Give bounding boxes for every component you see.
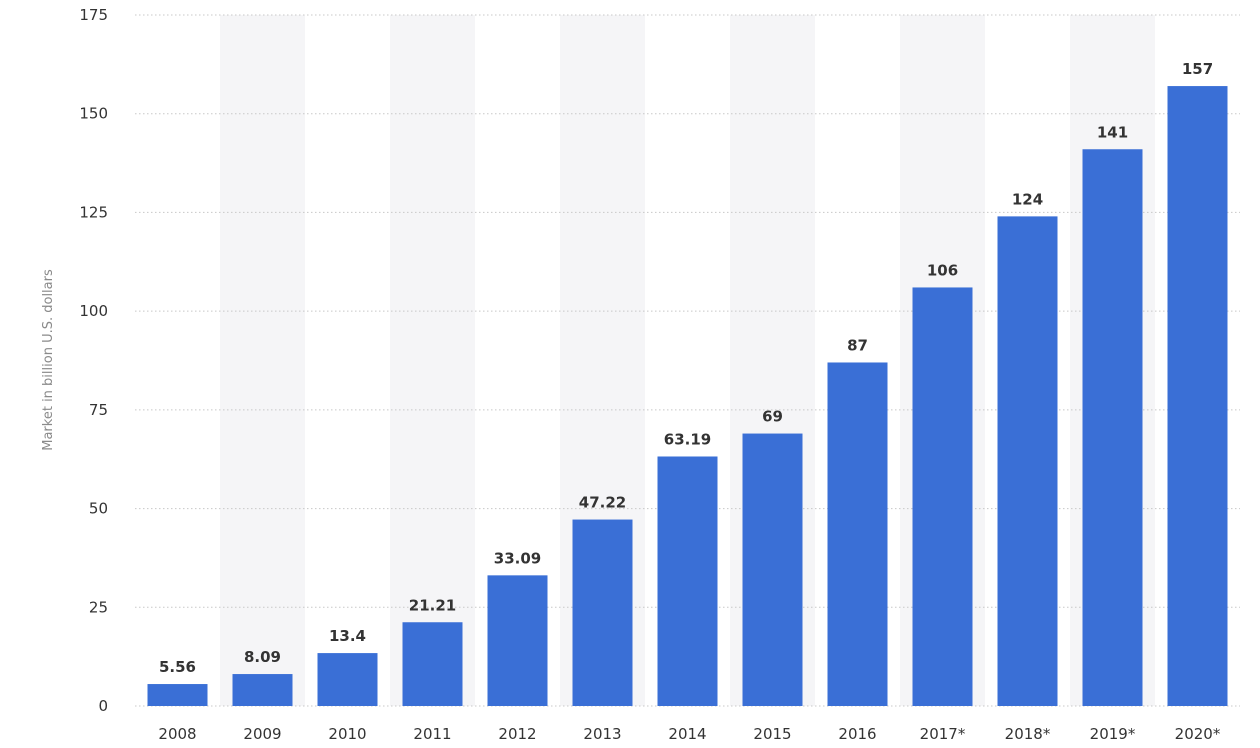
data-label: 106 (927, 261, 958, 279)
y-tick-label: 125 (79, 203, 108, 221)
bar (147, 684, 208, 706)
x-tick-label: 2020* (1175, 725, 1221, 743)
data-label: 124 (1012, 190, 1043, 208)
data-label: 141 (1097, 123, 1128, 141)
y-tick-label: 175 (79, 6, 108, 24)
bar (317, 653, 378, 706)
bar (402, 622, 463, 706)
data-label: 69 (762, 408, 783, 426)
y-tick-label: 50 (89, 500, 108, 518)
band (220, 15, 305, 706)
bar (487, 575, 548, 706)
x-tick-label: 2010 (328, 725, 366, 743)
bars (147, 86, 1228, 707)
x-tick-label: 2011 (413, 725, 451, 743)
y-axis-ticks: 0 25 50 75 100 125 150 175 (79, 6, 108, 715)
bar (1082, 149, 1143, 706)
x-tick-label: 2017* (920, 725, 966, 743)
bar (572, 519, 633, 706)
x-tick-label: 2009 (243, 725, 281, 743)
x-tick-label: 2012 (498, 725, 536, 743)
x-tick-label: 2013 (583, 725, 621, 743)
data-label: 33.09 (494, 549, 541, 567)
data-label: 5.56 (159, 658, 196, 676)
x-tick-label: 2019* (1090, 725, 1136, 743)
y-tick-label: 150 (79, 105, 108, 123)
x-axis-ticks: 2008 2009 2010 2011 2012 2013 2014 2015 2016 2017… (158, 725, 1220, 743)
y-tick-label: 75 (89, 401, 108, 419)
data-label: 8.09 (244, 648, 281, 666)
x-tick-label: 2016 (838, 725, 876, 743)
data-labels: 5.56 8.09 13.4 21.21 33.09 47.22 63.19 69 87 106 1… (159, 60, 1213, 676)
x-tick-label: 2008 (158, 725, 196, 743)
y-tick-label: 100 (79, 302, 108, 320)
data-label: 13.4 (329, 627, 366, 645)
bar (827, 362, 888, 706)
bar (657, 456, 718, 706)
bar (912, 287, 973, 706)
bar (232, 674, 293, 706)
data-label: 87 (847, 336, 868, 354)
x-tick-label: 2015 (753, 725, 791, 743)
y-tick-label: 25 (89, 598, 108, 616)
x-tick-label: 2018* (1005, 725, 1051, 743)
data-label: 47.22 (579, 494, 626, 512)
bar (742, 433, 803, 706)
data-label: 21.21 (409, 596, 456, 614)
data-label: 157 (1182, 60, 1213, 78)
x-tick-label: 2014 (668, 725, 706, 743)
y-axis-label: Market in billion U.S. dollars (41, 269, 56, 451)
band (390, 15, 475, 706)
bar (997, 216, 1058, 706)
bar (1167, 86, 1228, 707)
data-label: 63.19 (664, 430, 711, 448)
y-tick-label: 0 (98, 697, 108, 715)
